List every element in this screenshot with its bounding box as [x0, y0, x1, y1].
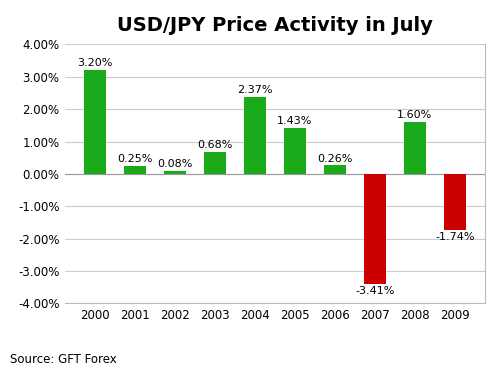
- Bar: [124, 166, 146, 174]
- Text: 2.37%: 2.37%: [238, 85, 273, 95]
- Bar: [84, 70, 106, 174]
- Bar: [444, 174, 466, 230]
- Title: USD/JPY Price Activity in July: USD/JPY Price Activity in July: [117, 16, 433, 34]
- Bar: [164, 171, 186, 174]
- Text: 3.20%: 3.20%: [78, 58, 113, 68]
- Bar: [284, 128, 306, 174]
- Bar: [324, 165, 346, 174]
- Bar: [244, 97, 266, 174]
- Bar: [404, 122, 426, 174]
- Text: Source: GFT Forex: Source: GFT Forex: [10, 353, 117, 366]
- Text: 0.08%: 0.08%: [158, 159, 192, 169]
- Text: 0.26%: 0.26%: [318, 154, 352, 164]
- Text: 0.68%: 0.68%: [198, 140, 232, 150]
- Bar: [364, 174, 386, 284]
- Bar: [204, 152, 226, 174]
- Text: 0.25%: 0.25%: [118, 154, 153, 164]
- Text: -1.74%: -1.74%: [435, 232, 474, 242]
- Text: 1.43%: 1.43%: [278, 116, 312, 126]
- Text: -3.41%: -3.41%: [356, 286, 395, 296]
- Text: 1.60%: 1.60%: [398, 110, 432, 120]
